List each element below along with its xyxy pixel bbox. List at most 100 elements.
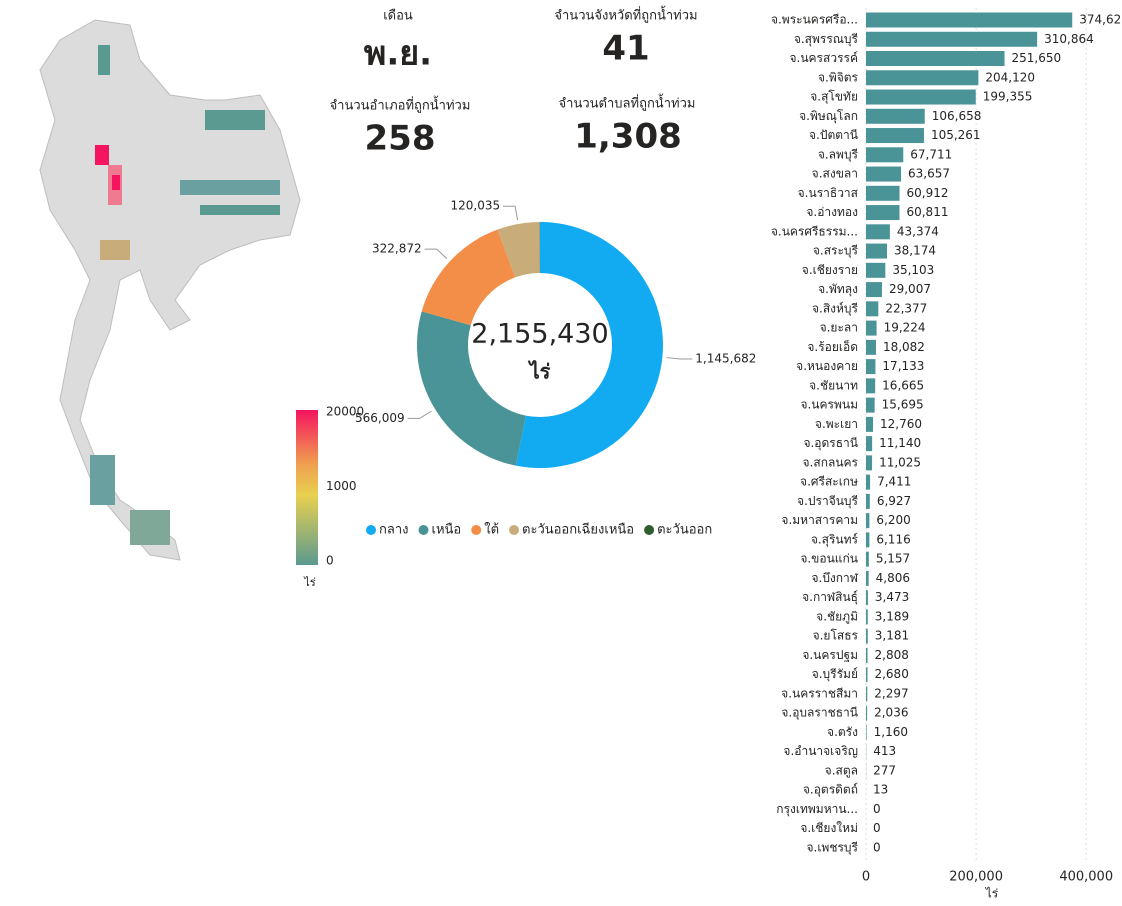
data-label: 105,261	[931, 128, 981, 142]
legend-swatch	[471, 525, 482, 535]
bar	[866, 301, 879, 317]
kpi-label: จำนวนตำบลที่ถูกน้ำท่วม	[559, 94, 696, 112]
y-tick-label: จ.มหาสารคาม	[781, 513, 858, 527]
y-tick-label: จ.สุโขทัย	[810, 90, 858, 105]
data-label: 322,872	[372, 242, 422, 256]
kpi-value: พ.ย.	[364, 34, 432, 74]
bar	[866, 166, 902, 182]
data-label: 106,658	[932, 109, 982, 123]
data-label: 0	[873, 841, 881, 855]
data-label: 16,665	[882, 378, 924, 392]
data-label: 3,189	[875, 609, 909, 623]
data-label: 2,036	[874, 706, 908, 720]
donut-center: 2,155,430	[471, 319, 608, 350]
y-tick-label: จ.สุพรรณบุรี	[794, 32, 859, 47]
data-label: 18,082	[883, 340, 925, 354]
bar	[866, 262, 886, 278]
y-tick-label: จ.นครปฐม	[802, 648, 858, 662]
donut-slice	[515, 222, 664, 469]
bar	[866, 378, 876, 394]
bar	[866, 359, 876, 375]
bar	[866, 532, 870, 548]
data-label: 60,811	[906, 205, 948, 219]
data-label: 43,374	[897, 224, 939, 238]
map	[39, 19, 301, 561]
x-axis-label: ไร่	[985, 887, 999, 901]
data-label: 413	[873, 744, 896, 758]
y-tick-label: จ.ชัยนาท	[809, 378, 858, 392]
y-tick-label: จ.นครศรีธรรม...	[771, 224, 858, 238]
data-label: 63,657	[908, 167, 950, 181]
legend-label: ตะวันออก	[657, 523, 712, 538]
donut-slice	[421, 229, 516, 326]
bar	[866, 647, 868, 663]
map-legend-tick: 1000	[326, 479, 357, 493]
data-label: 38,174	[894, 244, 936, 258]
data-label: 4,806	[876, 571, 910, 585]
y-tick-label: จ.พระนครศรีอ...	[771, 13, 858, 27]
y-tick-label: จ.กาฬสินธุ์	[802, 590, 858, 605]
flood-areas	[90, 45, 280, 545]
kpi-label: จำนวนอำเภอที่ถูกน้ำท่วม	[330, 96, 471, 114]
y-tick-label: จ.บุรีรัมย์	[812, 667, 858, 682]
data-label: 6,927	[877, 494, 911, 508]
kpi-label: จำนวนจังหวัดที่ถูกน้ำท่วม	[554, 6, 697, 24]
y-tick-label: จ.อุบลราชธานี	[781, 706, 858, 721]
y-tick-label: จ.สิงห์บุรี	[812, 301, 859, 316]
y-tick-label: กรุงเทพมหาน...	[776, 802, 858, 817]
bar	[866, 147, 904, 163]
data-label: 2,808	[875, 648, 909, 662]
legend-label: ใต้	[484, 522, 499, 538]
bar	[866, 205, 900, 221]
bar	[866, 686, 868, 702]
y-tick-label: จ.เชียงราย	[802, 263, 858, 277]
map-legend-gradient	[296, 410, 318, 565]
bar	[866, 551, 869, 567]
leader-line	[424, 248, 448, 259]
kpi-value: 258	[365, 119, 436, 159]
data-label: 310,864	[1044, 32, 1094, 46]
y-tick-label: จ.พิษณุโลก	[799, 109, 858, 124]
bar	[866, 320, 877, 336]
bar	[866, 724, 867, 740]
bar	[866, 128, 924, 144]
data-label: 67,711	[910, 147, 952, 161]
bar	[866, 416, 874, 432]
bar	[866, 705, 868, 721]
y-tick-label: จ.นครสวรรค์	[789, 51, 858, 65]
data-label: 0	[873, 802, 881, 816]
bar	[866, 628, 868, 644]
bar	[866, 51, 1005, 67]
kpi-label: เดือน	[383, 8, 413, 24]
data-label: 251,650	[1012, 51, 1062, 65]
bar	[866, 108, 925, 124]
bar	[866, 436, 873, 452]
x-tick-label: 0	[862, 870, 870, 885]
data-label: 1,160	[874, 725, 908, 739]
map-legend-tick: 20000	[326, 405, 364, 419]
y-tick-label: จ.ลพบุรี	[818, 147, 859, 162]
y-tick-label: จ.นครพนม	[800, 398, 858, 412]
y-tick-label: จ.อำนาจเจริญ	[783, 744, 858, 758]
data-label: 1,145,682	[695, 351, 756, 365]
data-label: 566,009	[355, 411, 405, 425]
data-label: 60,912	[907, 186, 949, 200]
donut-slice	[417, 311, 526, 466]
bar	[866, 12, 1073, 28]
data-label: 199,355	[983, 90, 1033, 104]
y-tick-label: จ.ขอนแก่น	[800, 552, 858, 566]
bar	[866, 513, 870, 529]
data-label: 374,622	[1079, 13, 1122, 27]
data-label: 2,297	[874, 686, 908, 700]
data-label: 35,103	[892, 263, 934, 277]
bar	[866, 339, 876, 355]
x-tick-label: 200,000	[949, 870, 1003, 885]
data-label: 3,181	[875, 629, 909, 643]
bar	[866, 397, 875, 413]
y-tick-label: จ.สระบุรี	[813, 244, 859, 259]
donut-slice	[497, 222, 540, 278]
y-tick-label: จ.นครราชสีมา	[781, 686, 858, 700]
kpi-value: 41	[602, 29, 649, 69]
y-tick-label: จ.สตูล	[825, 763, 858, 778]
